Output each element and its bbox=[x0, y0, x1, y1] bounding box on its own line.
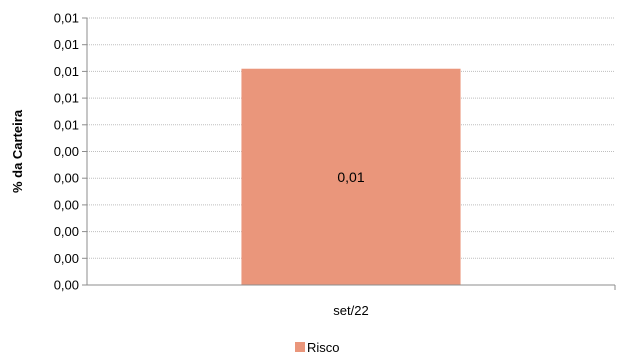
y-tick-label: 0,00 bbox=[54, 251, 79, 266]
y-tick-label: 0,00 bbox=[54, 171, 79, 186]
y-axis-title: % da Carteira bbox=[10, 109, 25, 193]
y-tick-label: 0,01 bbox=[54, 64, 79, 79]
legend-label: Risco bbox=[307, 340, 340, 355]
y-tick-label: 0,01 bbox=[54, 11, 79, 26]
y-tick-label: 0,01 bbox=[54, 91, 79, 106]
y-tick-label: 0,00 bbox=[54, 197, 79, 212]
y-tick-label: 0,00 bbox=[54, 278, 79, 293]
y-tick-label: 0,01 bbox=[54, 117, 79, 132]
data-label: 0,01 bbox=[337, 169, 364, 185]
y-tick-label: 0,00 bbox=[54, 224, 79, 239]
x-tick-label: set/22 bbox=[333, 303, 368, 318]
legend: Risco bbox=[295, 340, 340, 355]
y-tick-label: 0,01 bbox=[54, 37, 79, 52]
bar bbox=[241, 68, 461, 285]
bars: 0,01 bbox=[241, 68, 461, 285]
axes bbox=[86, 18, 616, 290]
x-tick-labels: set/22 bbox=[333, 303, 368, 318]
y-tick-labels: 0,00 0,00 0,00 0,00 0,00 0,00 0,01 0,01 0,01 0,01… bbox=[54, 11, 79, 293]
legend-swatch bbox=[295, 342, 305, 352]
y-tick-label: 0,00 bbox=[54, 144, 79, 159]
